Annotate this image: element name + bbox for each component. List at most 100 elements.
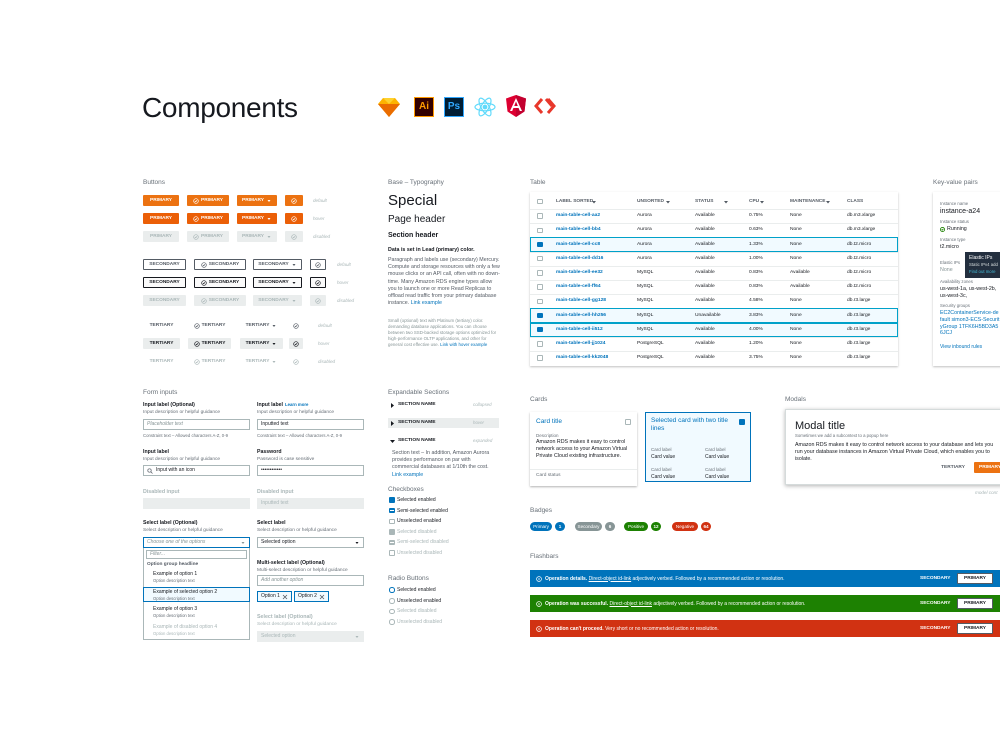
section-title: Key-value pairs xyxy=(933,179,978,186)
button[interactable] xyxy=(310,259,326,270)
button[interactable]: PRIMARY xyxy=(187,195,229,206)
link[interactable]: Link example xyxy=(410,300,442,307)
checkbox[interactable] xyxy=(537,355,543,361)
button[interactable]: TERTIARY xyxy=(188,338,231,349)
link[interactable]: Direct-object id-link xyxy=(609,600,652,607)
table-row[interactable] xyxy=(530,251,898,266)
checkbox[interactable] xyxy=(537,326,543,333)
button[interactable]: PRIMARY xyxy=(143,195,179,206)
checkbox[interactable] xyxy=(537,270,543,276)
select[interactable]: Selected option xyxy=(257,537,364,548)
select[interactable]: Choose one of the options xyxy=(143,537,250,548)
input[interactable]: Add another option xyxy=(257,575,364,586)
button[interactable]: TERTIARY xyxy=(240,338,283,349)
link[interactable]: Link with hover example xyxy=(440,341,488,347)
filter-input[interactable]: Filter... xyxy=(146,549,247,559)
radio-label: Unselected disabled xyxy=(397,619,443,626)
button[interactable]: SECONDARY xyxy=(253,277,302,288)
expand-icon[interactable] xyxy=(390,402,395,408)
token[interactable]: Option 1 xyxy=(257,591,292,602)
table-row[interactable] xyxy=(530,351,898,365)
select[interactable]: Selected option xyxy=(257,631,364,642)
checkbox[interactable] xyxy=(537,255,543,262)
checkbox[interactable] xyxy=(739,419,745,425)
table-row[interactable] xyxy=(530,223,898,237)
button[interactable]: TERTIARY xyxy=(143,320,180,331)
checkbox[interactable] xyxy=(537,341,543,347)
checkbox[interactable] xyxy=(537,284,543,290)
table-row[interactable] xyxy=(530,336,898,351)
input[interactable]: Inputted text xyxy=(257,419,364,430)
button[interactable] xyxy=(285,195,303,206)
table-cell: None xyxy=(790,312,802,318)
input[interactable]: Inputted text xyxy=(257,498,364,509)
button[interactable]: SECONDARY xyxy=(253,259,302,270)
table-row[interactable] xyxy=(530,280,898,294)
button[interactable]: PRIMARY xyxy=(143,213,179,224)
button[interactable] xyxy=(289,338,303,349)
checkbox[interactable] xyxy=(537,227,543,233)
checkbox[interactable] xyxy=(389,507,395,514)
button-label: TERTIARY xyxy=(201,322,226,328)
selected-card[interactable] xyxy=(645,412,751,482)
checkbox[interactable] xyxy=(537,298,543,304)
button[interactable] xyxy=(310,277,326,288)
button[interactable]: TERTIARY xyxy=(143,338,180,349)
button[interactable]: TERTIARY xyxy=(188,320,231,331)
table-row[interactable] xyxy=(530,209,898,223)
button[interactable]: PRIMARY xyxy=(974,462,1000,473)
sort-icon[interactable] xyxy=(592,200,596,204)
button[interactable]: TERTIARY xyxy=(934,462,972,473)
checkbox[interactable] xyxy=(537,213,543,219)
card[interactable] xyxy=(530,412,637,486)
button[interactable]: SECONDARY xyxy=(194,277,246,288)
checkbox[interactable] xyxy=(537,198,543,204)
button[interactable]: PRIMARY xyxy=(237,195,277,206)
button[interactable]: PRIMARY xyxy=(237,213,277,224)
link[interactable]: Link example xyxy=(392,471,424,478)
table-row[interactable] xyxy=(530,294,898,308)
card-label: Card label xyxy=(705,447,726,452)
expand-icon[interactable] xyxy=(390,420,395,426)
button-label: TERTIARY xyxy=(149,322,174,328)
checkbox[interactable] xyxy=(537,241,543,248)
checkbox[interactable] xyxy=(389,518,395,524)
sort-icon[interactable] xyxy=(666,200,670,204)
section-title: Modals xyxy=(785,396,806,403)
checkbox[interactable] xyxy=(537,312,543,319)
sort-icon[interactable] xyxy=(760,200,764,204)
checkbox[interactable] xyxy=(625,419,631,425)
radio[interactable] xyxy=(389,587,395,593)
button[interactable] xyxy=(285,213,303,224)
selected-row[interactable] xyxy=(530,322,898,337)
selected-row[interactable] xyxy=(530,237,898,252)
card-label: Card label xyxy=(651,467,672,472)
button[interactable]: PRIMARY xyxy=(957,598,993,609)
icon xyxy=(315,297,321,304)
sort-icon[interactable] xyxy=(826,200,830,204)
button[interactable] xyxy=(289,320,303,331)
button[interactable]: PRIMARY xyxy=(187,213,229,224)
badge-label: Positive xyxy=(627,523,645,529)
input[interactable]: Placeholder text xyxy=(143,419,250,430)
button[interactable]: PRIMARY xyxy=(957,573,993,584)
input[interactable] xyxy=(143,498,250,509)
button[interactable]: PRIMARY xyxy=(957,623,993,634)
token[interactable]: Option 2 xyxy=(294,591,329,602)
button[interactable]: SECONDARY xyxy=(194,259,246,270)
expand-icon[interactable] xyxy=(390,439,395,444)
checkbox[interactable] xyxy=(389,497,395,503)
button[interactable]: SECONDARY xyxy=(143,277,186,288)
button[interactable]: TERTIARY xyxy=(240,320,283,331)
button[interactable]: SECONDARY xyxy=(143,259,186,270)
radio[interactable] xyxy=(389,598,395,604)
icon xyxy=(319,594,325,599)
selected-row[interactable] xyxy=(530,308,898,323)
selected-option[interactable] xyxy=(143,587,250,603)
link[interactable]: Direct-object id-link xyxy=(588,575,632,582)
sort-icon[interactable] xyxy=(724,200,728,204)
table-row[interactable] xyxy=(530,265,898,280)
input[interactable]: Input with an icon xyxy=(143,465,250,476)
option-description: Option description text xyxy=(153,578,195,583)
input[interactable]: •••••••••••• xyxy=(257,465,364,476)
